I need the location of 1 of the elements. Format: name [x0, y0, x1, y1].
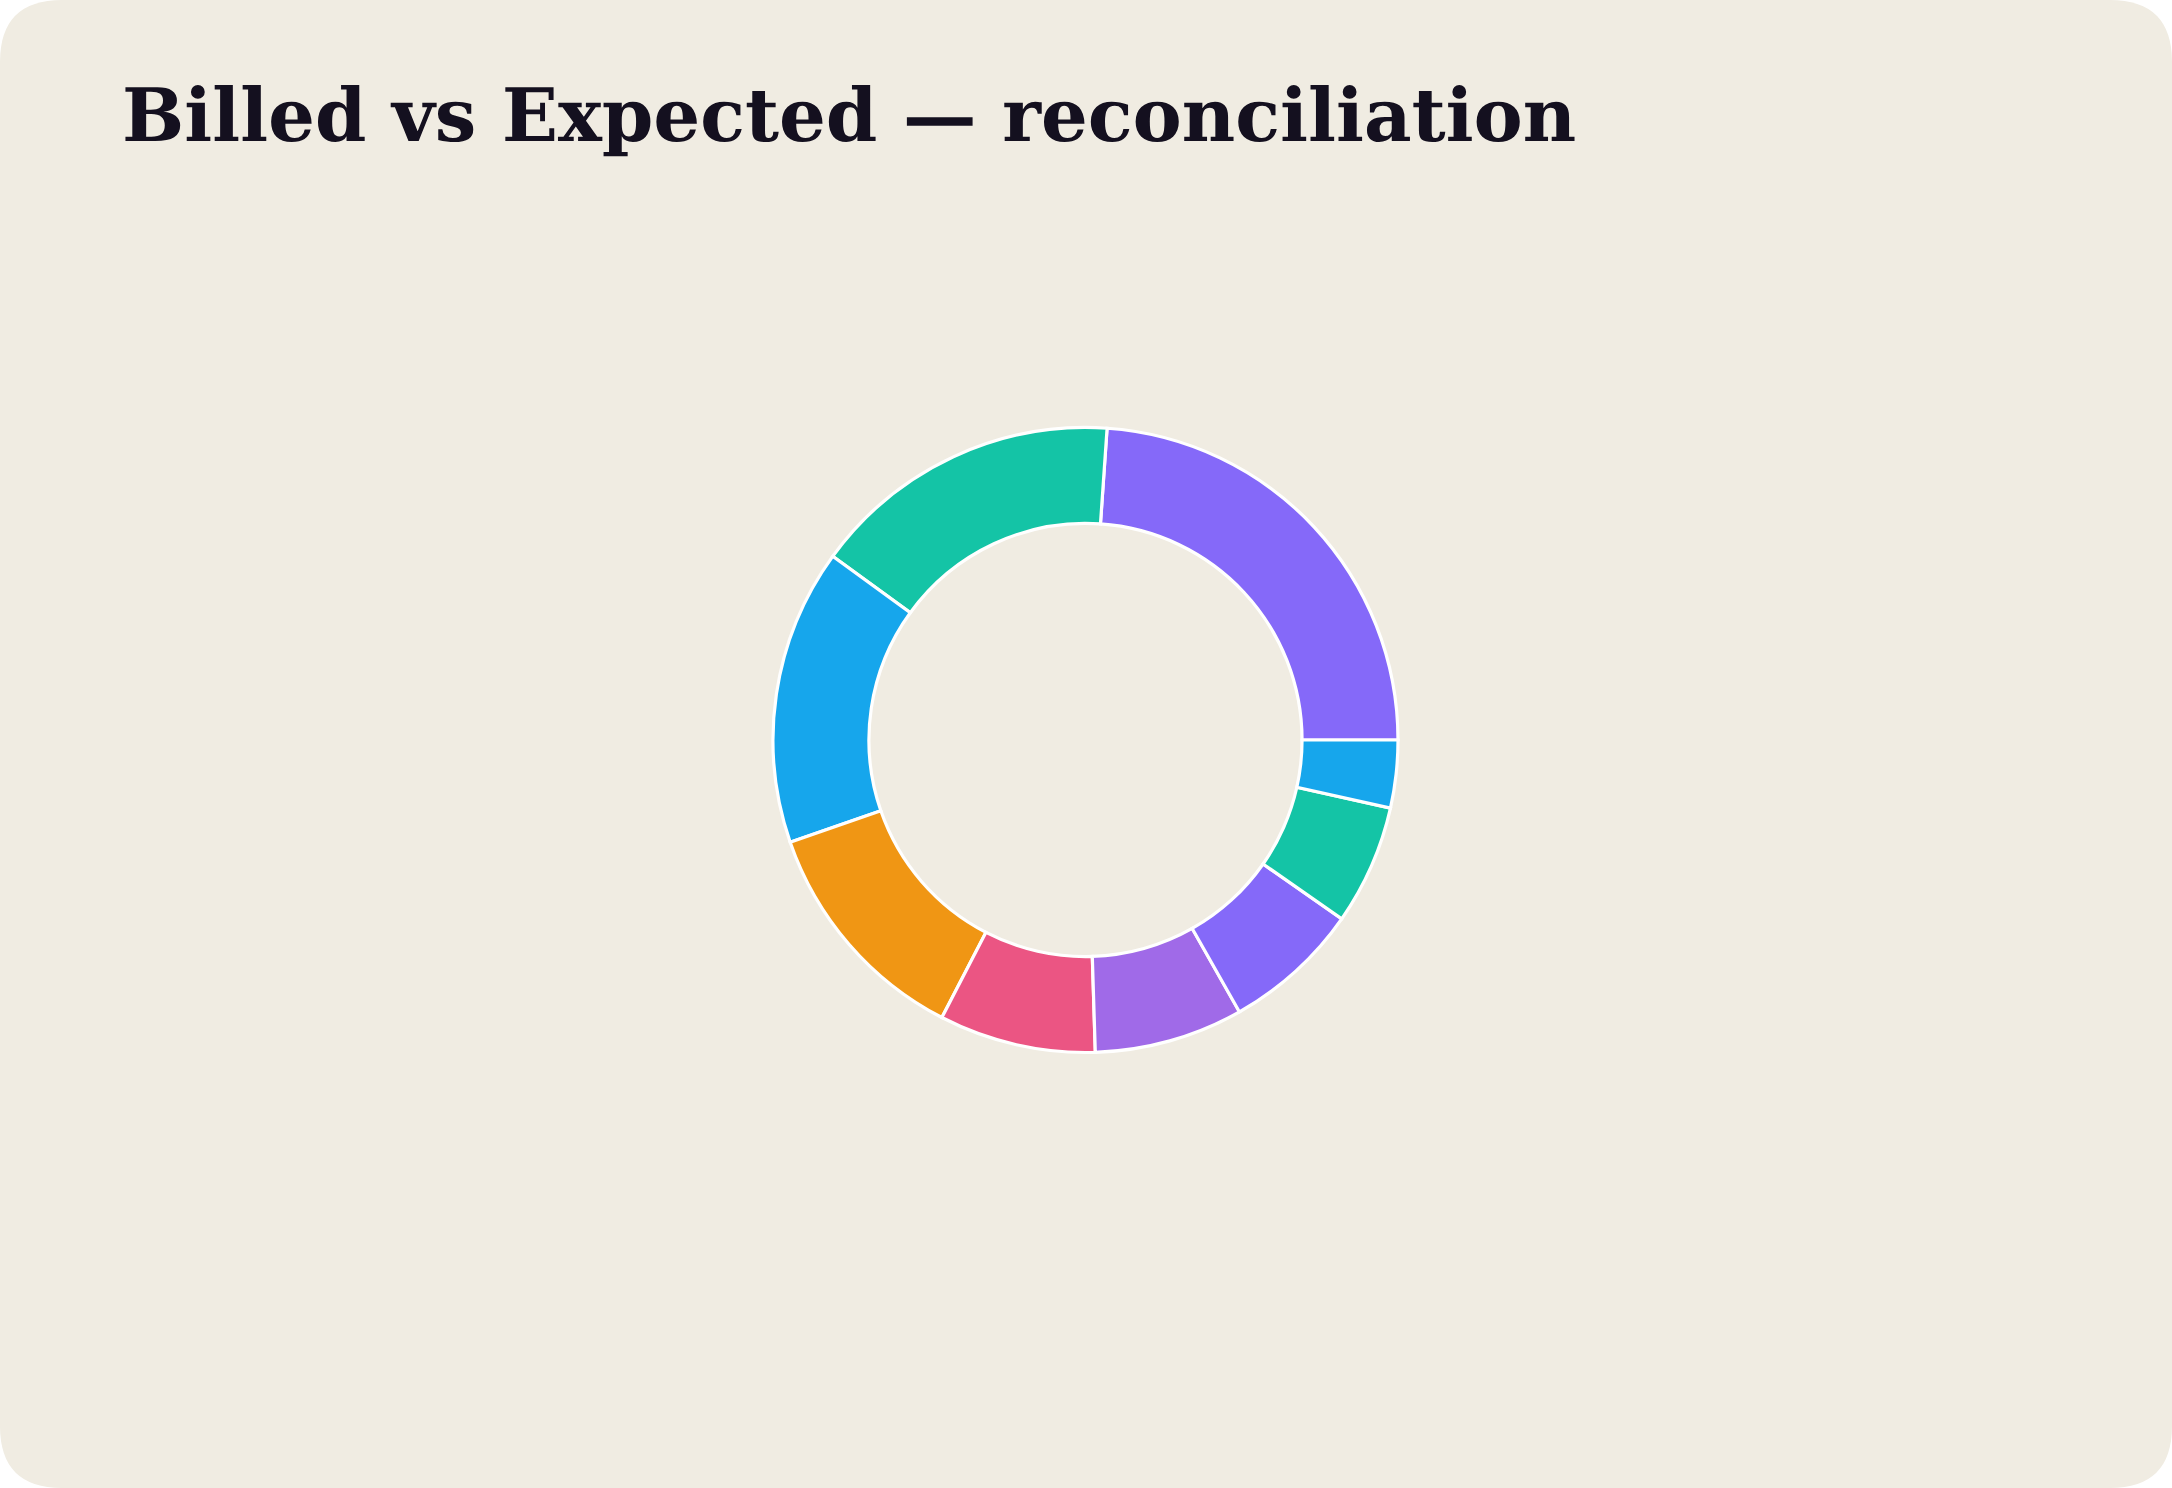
chart-title: Billed vs Expected — reconciliation — [125, 85, 1575, 157]
